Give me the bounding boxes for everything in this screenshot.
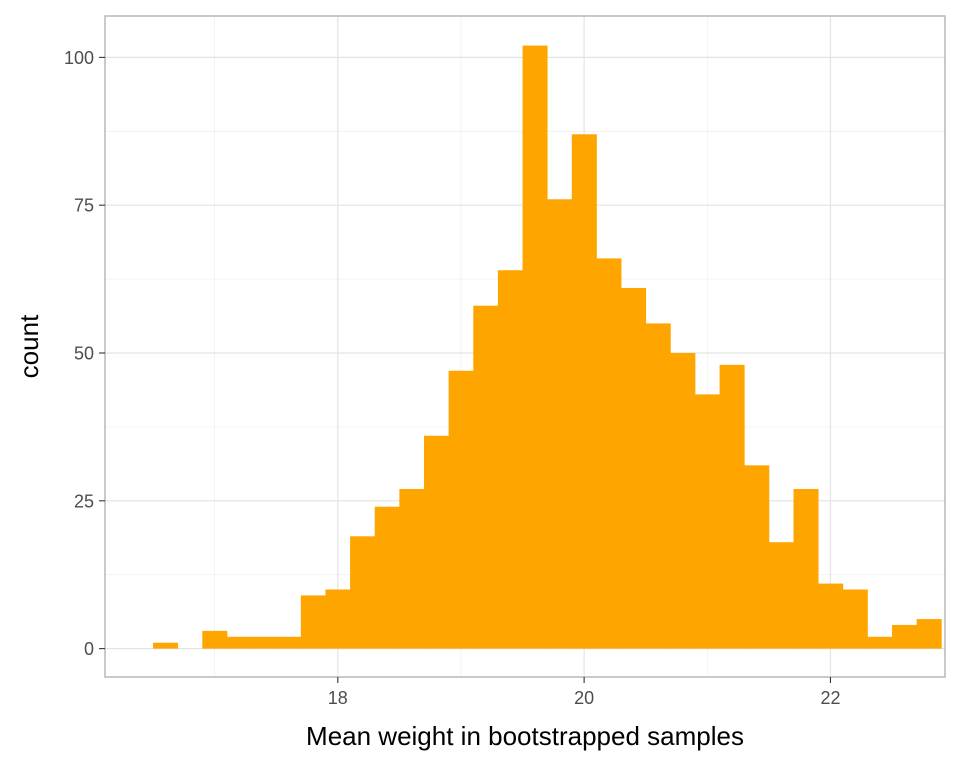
histogram-bar <box>202 630 228 649</box>
histogram-bar <box>497 270 523 649</box>
histogram-bar <box>153 642 179 649</box>
y-axis: 0 25 50 75 100 <box>64 48 105 659</box>
histogram-bar <box>547 199 573 649</box>
histogram-bar <box>350 536 376 649</box>
histogram-bar <box>374 506 400 649</box>
histogram-bar <box>867 636 893 649</box>
histogram-bar <box>226 636 252 649</box>
histogram-bar <box>424 435 450 649</box>
histogram-bar <box>744 465 770 649</box>
histogram-bar <box>645 323 671 649</box>
histogram-bar <box>793 488 819 649</box>
histogram-bar <box>670 353 696 649</box>
y-axis-title: count <box>14 314 44 378</box>
histogram-bar <box>522 45 548 649</box>
histogram-bar <box>916 619 942 649</box>
histogram-bar <box>842 589 868 649</box>
y-tick-label: 75 <box>74 196 94 216</box>
histogram-bar <box>621 287 647 649</box>
x-axis: 18 20 22 <box>328 677 840 708</box>
histogram-bar <box>694 394 721 649</box>
y-tick-label: 50 <box>74 344 94 364</box>
histogram-bar <box>768 542 794 649</box>
histogram-bars <box>153 45 942 649</box>
y-tick-label: 100 <box>64 48 94 68</box>
histogram-bar <box>571 134 597 649</box>
histogram-bar <box>399 488 425 649</box>
histogram-bar <box>818 583 844 649</box>
histogram-bar <box>251 636 277 649</box>
histogram-bar <box>276 636 302 649</box>
histogram-bar <box>892 624 918 649</box>
histogram-bar <box>448 370 474 649</box>
x-tick-label: 22 <box>820 688 840 708</box>
x-tick-label: 18 <box>328 688 348 708</box>
x-tick-label: 20 <box>574 688 594 708</box>
histogram-bar <box>325 589 351 649</box>
histogram-bar <box>596 258 622 649</box>
y-tick-label: 0 <box>84 639 94 659</box>
histogram-bar <box>300 595 326 649</box>
panel-border <box>104 15 946 678</box>
histogram-bar <box>473 305 499 649</box>
histogram-bar <box>719 364 745 649</box>
y-tick-label: 25 <box>74 491 94 511</box>
x-axis-title: Mean weight in bootstrapped samples <box>306 721 744 751</box>
